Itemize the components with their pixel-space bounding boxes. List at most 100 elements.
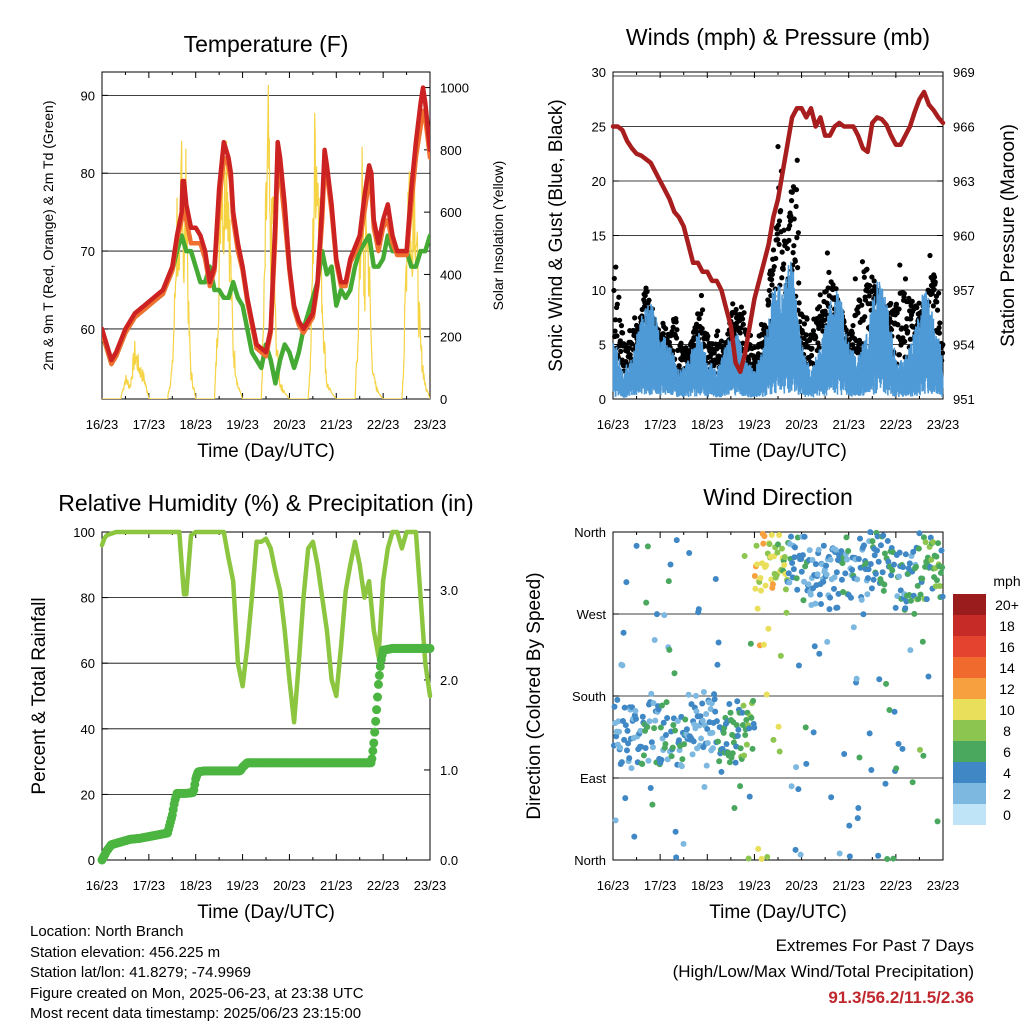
series-t2m (102, 85, 430, 363)
gust-point (791, 243, 797, 249)
gust-point (740, 340, 746, 346)
direction-point (882, 780, 889, 787)
gust-point (817, 292, 823, 298)
x-tick-label-direction: 18/23 (691, 878, 724, 893)
direction-point (700, 689, 707, 696)
gust-point (791, 216, 797, 222)
direction-point (709, 745, 716, 752)
direction-point (743, 717, 750, 724)
y-axis-label-humidity: Percent & Total Rainfall (29, 597, 50, 794)
gust-point (701, 343, 708, 349)
gust-point (741, 310, 747, 316)
gust-point (766, 301, 772, 307)
direction-point (621, 704, 628, 711)
direction-point (792, 846, 799, 853)
gust-point (907, 336, 913, 342)
direction-point (755, 845, 762, 852)
gust-point (867, 283, 873, 289)
gust-point (780, 266, 786, 272)
direction-point (770, 736, 777, 743)
y2-tick-label-temperature: 1000 (440, 81, 469, 96)
y2-tick-label-humidity: 2.0 (440, 673, 458, 688)
precip-point (367, 754, 377, 764)
direction-point (875, 558, 882, 565)
gust-point (927, 252, 933, 259)
gust-point (792, 258, 798, 264)
y-tick-label-humidity: 80 (81, 591, 95, 606)
direction-point (752, 585, 759, 592)
direction-point (906, 592, 913, 599)
panel-humidity: 0 20 40 60 80 100 0.0 1.0 2.0 3.0 16/23 17/23 18/23 1… (29, 490, 474, 923)
direction-point (749, 745, 756, 752)
x-tick-label-humidity: 16/23 (86, 878, 119, 893)
direction-point (864, 591, 871, 598)
direction-point (900, 564, 907, 571)
direction-point (842, 570, 849, 577)
gust-point (866, 293, 872, 299)
gust-point (833, 286, 839, 292)
direction-point (809, 556, 816, 563)
gust-point (830, 282, 836, 288)
gust-point (936, 325, 942, 331)
gust-point (859, 302, 865, 308)
direction-point (711, 696, 718, 703)
station-location: Location: North Branch (30, 923, 184, 940)
gust-point (705, 333, 711, 339)
direction-point (707, 705, 714, 712)
direction-point (747, 640, 754, 647)
x-tick-label-humidity: 21/23 (320, 878, 353, 893)
direction-point (740, 702, 747, 709)
direction-point (754, 605, 761, 612)
legend-label: 12 (999, 681, 1015, 697)
gust-point (787, 222, 793, 229)
direction-point (726, 700, 733, 707)
gust-point (776, 218, 783, 224)
gust-point (779, 249, 785, 255)
direction-point (622, 795, 629, 802)
direction-point (835, 590, 842, 597)
direction-point (855, 556, 862, 563)
gust-point (809, 345, 815, 351)
direction-point (673, 537, 680, 544)
direction-point (843, 534, 850, 541)
direction-point (723, 741, 730, 748)
gust-point (612, 317, 619, 323)
direction-point (919, 575, 926, 582)
gust-point (775, 143, 781, 150)
direction-point (833, 569, 840, 576)
gust-point (678, 340, 684, 346)
gust-point (909, 298, 915, 304)
direction-point (613, 733, 620, 740)
direction-point (907, 597, 914, 604)
gust-point (614, 333, 620, 339)
direction-point (820, 578, 827, 585)
direction-point (854, 576, 861, 583)
direction-point (874, 547, 880, 554)
y-tick-label-winds: 20 (592, 174, 606, 189)
direction-point (794, 586, 801, 593)
gust-point (788, 213, 794, 219)
x-tick-label-humidity: 18/23 (179, 878, 212, 893)
x-tick-label-winds: 22/23 (880, 417, 913, 432)
direction-point (651, 725, 658, 732)
direction-point (731, 805, 738, 812)
gust-point (666, 339, 672, 345)
gust-point (816, 344, 822, 351)
gust-point (893, 301, 900, 307)
gust-point (869, 274, 875, 280)
gust-point (931, 286, 937, 293)
direction-point (889, 567, 896, 574)
gust-point (916, 300, 922, 306)
direction-point (927, 534, 934, 541)
direction-point (823, 571, 830, 578)
direction-point (712, 576, 719, 583)
direction-point (649, 801, 656, 808)
direction-point (899, 745, 906, 752)
gust-point (629, 341, 635, 347)
y2-axis-label-winds: Station Pressure (Maroon) (998, 124, 1019, 347)
direction-point (864, 575, 871, 582)
direction-point (619, 662, 626, 669)
direction-point (791, 554, 798, 561)
direction-point (916, 746, 923, 753)
